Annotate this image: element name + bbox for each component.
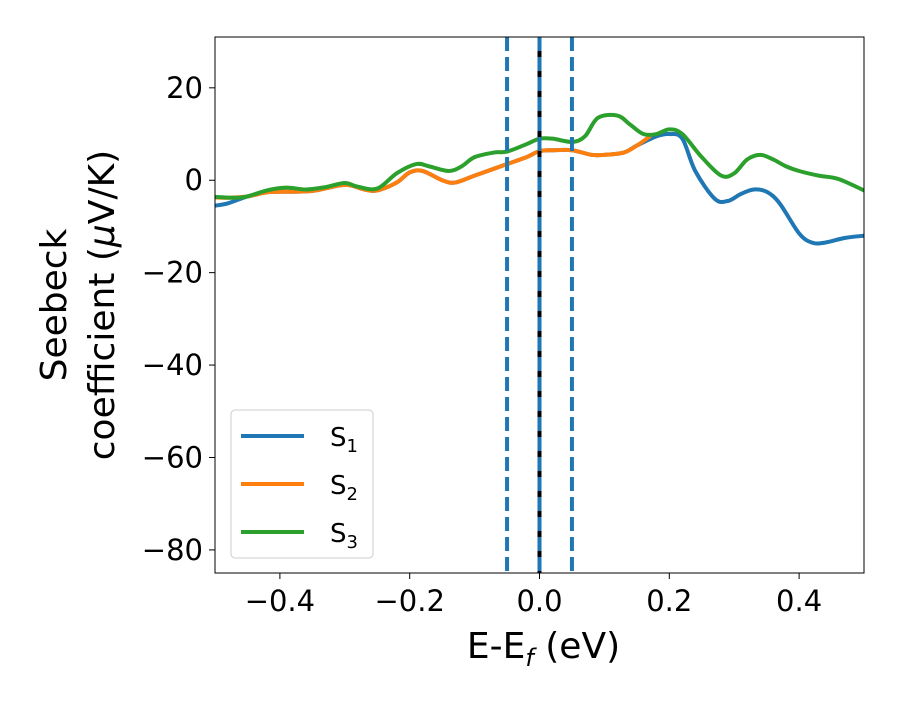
x-tick-label: 0.0: [516, 584, 562, 618]
legend-label-s3: S3: [330, 519, 358, 553]
axis-ticks-layer: −0.4 −0.2 0.0 0.2 0.4 −80 −60 −40 −20 0 20: [142, 71, 822, 618]
y-tick-label: 20: [166, 71, 203, 105]
y-tick-label: 0: [185, 163, 203, 197]
y-tick-label: −20: [142, 256, 203, 290]
x-tick-label: −0.4: [245, 584, 315, 618]
reference-lines-layer: [505, 37, 574, 573]
y-axis-label-line1: Seebeck: [34, 228, 75, 381]
y-axis-label-mu: μ: [82, 224, 123, 248]
series-line-s3: [215, 112, 864, 200]
legend-label-s1: S1: [330, 423, 358, 457]
y-tick-label: −80: [142, 533, 203, 567]
x-axis-label-unit: (eV): [534, 626, 620, 667]
x-tick-label: 0.4: [776, 584, 822, 618]
series-layer: [215, 112, 864, 246]
y-tick-label: −40: [142, 348, 203, 382]
legend-label-s2: S2: [330, 471, 358, 505]
x-tick-label: −0.2: [374, 584, 444, 618]
y-tick-label: −60: [142, 440, 203, 474]
x-axis-label: E-Ef (eV): [467, 626, 620, 672]
y-axis-label-unit: V/K): [82, 150, 123, 224]
legend: S1 S2 S3: [230, 409, 374, 559]
x-tick-label: 0.2: [646, 584, 692, 618]
x-axis-label-main: E-E: [467, 626, 525, 667]
series-line-s2: [215, 134, 652, 200]
y-axis-label-text: coefficient (: [82, 247, 123, 460]
y-axis-label-line2: coefficient (μV/K): [82, 150, 123, 460]
